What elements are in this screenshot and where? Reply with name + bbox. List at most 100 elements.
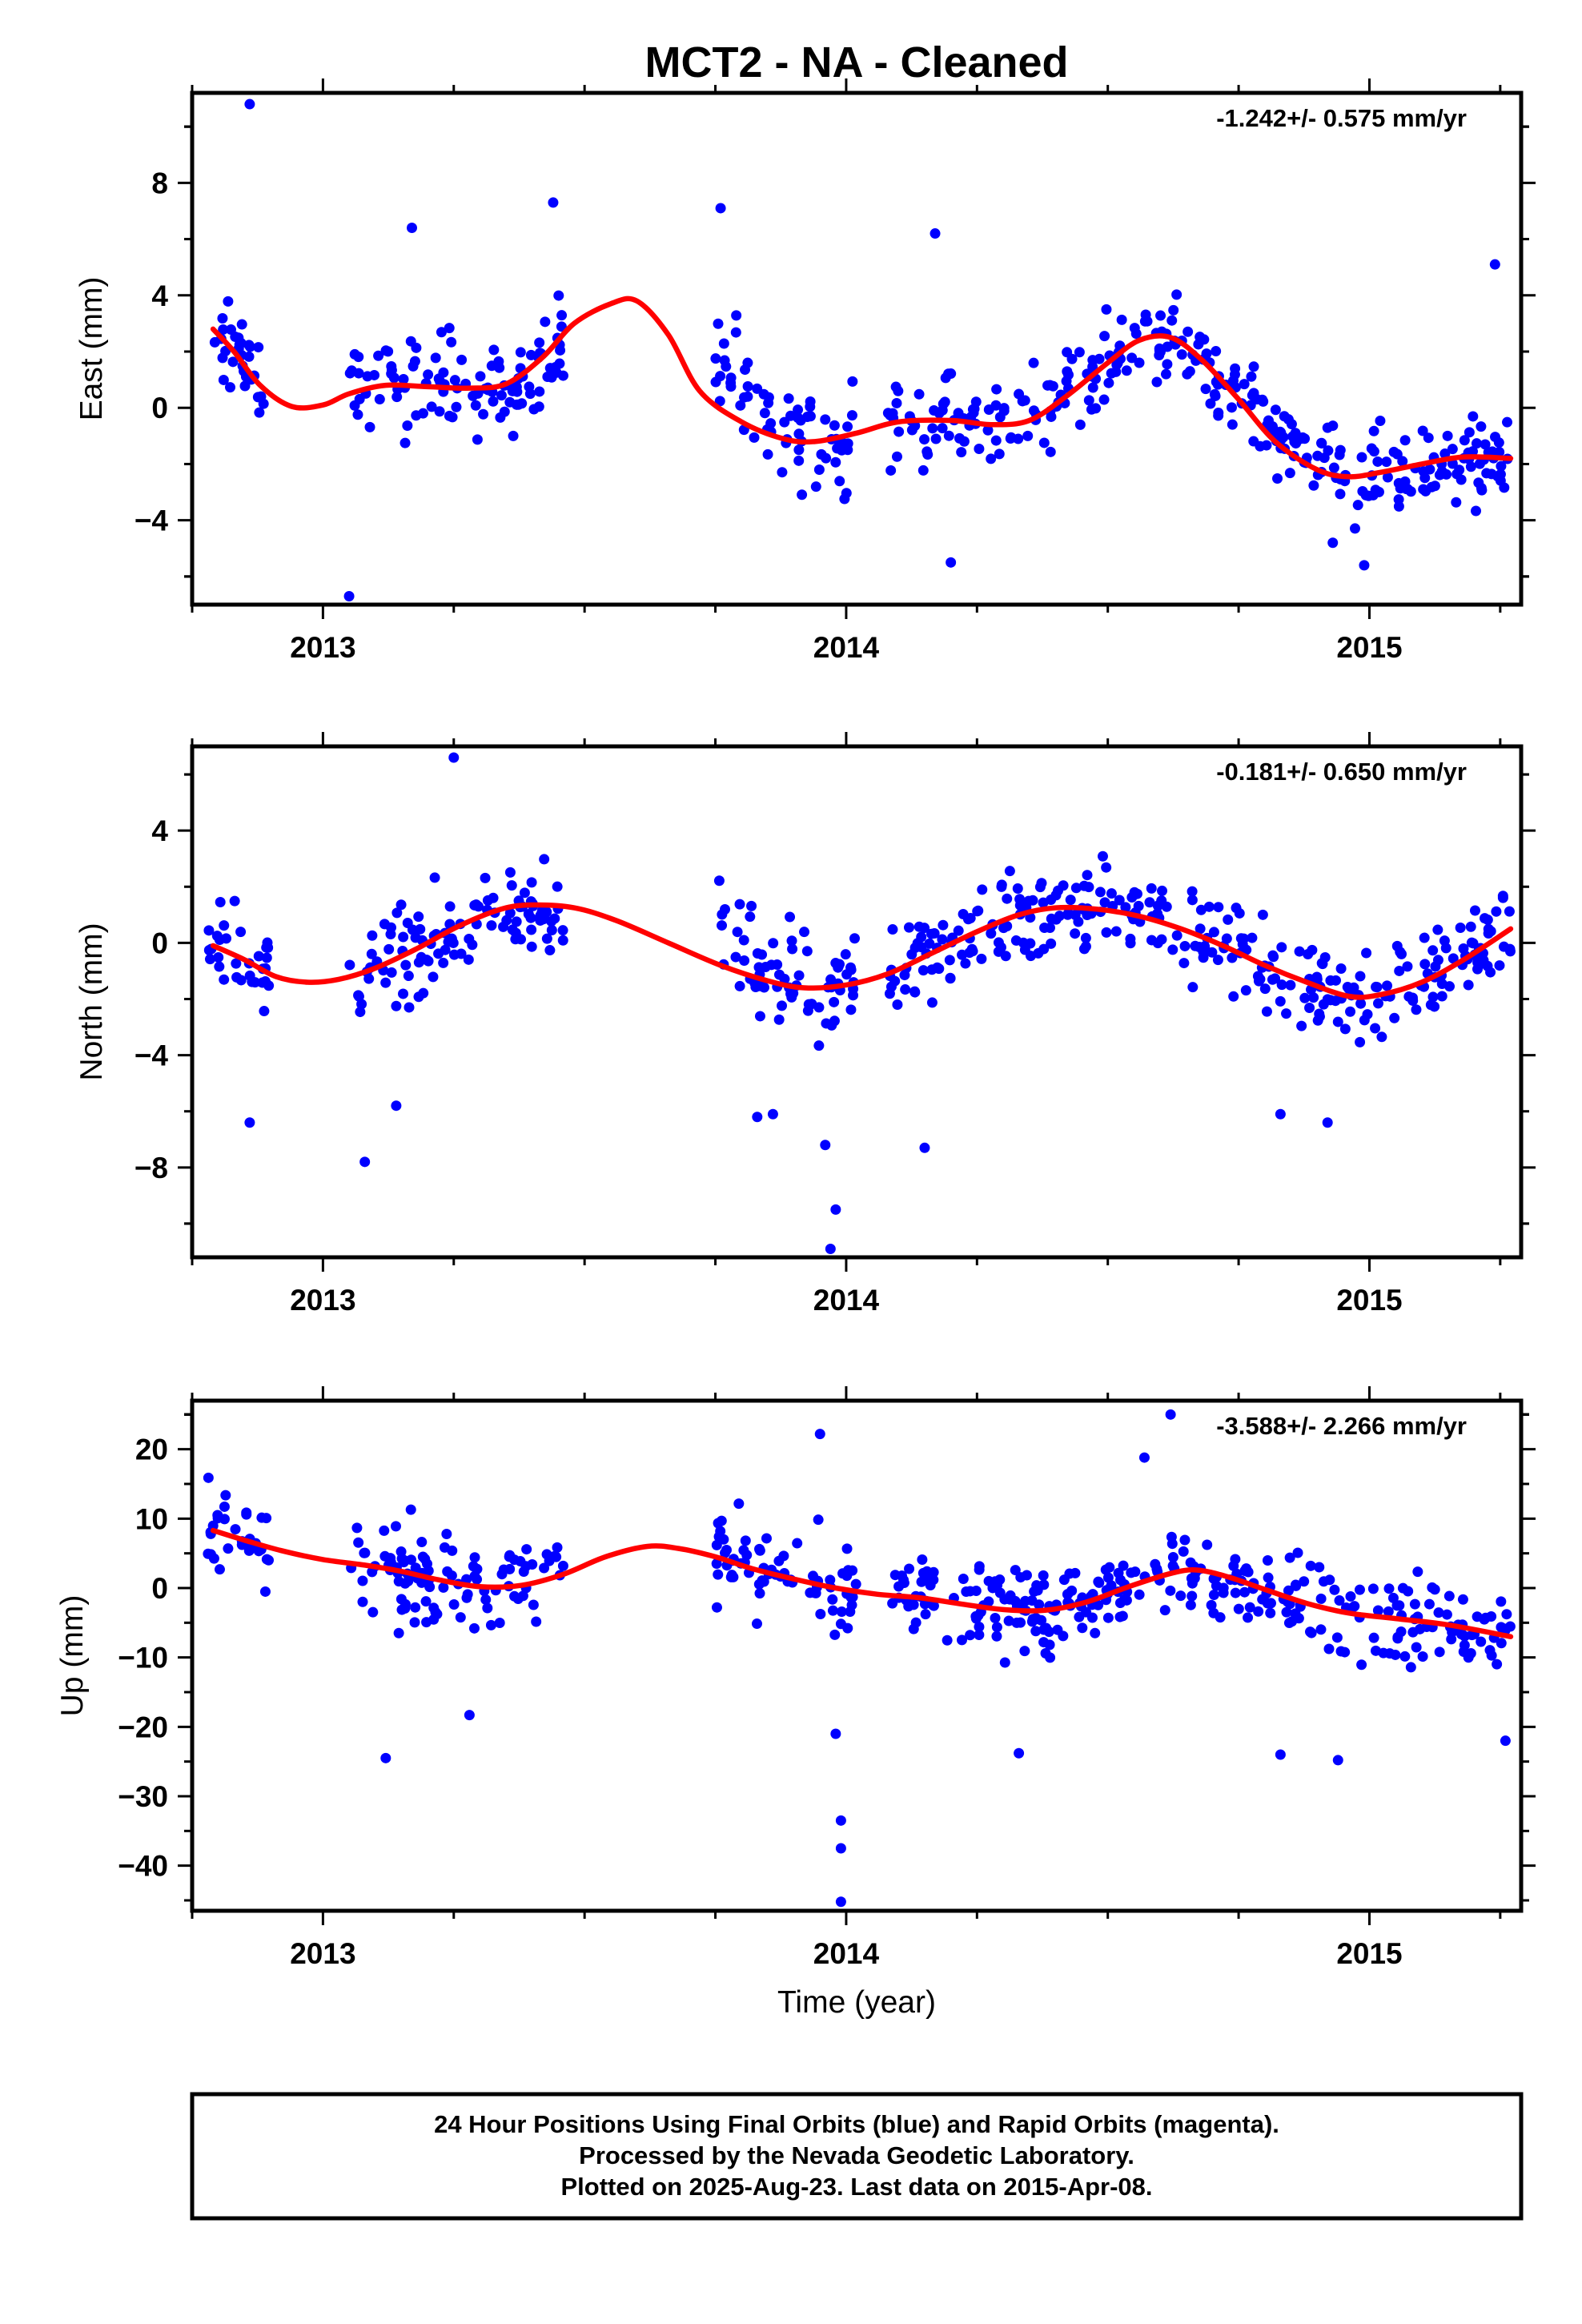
- data-point: [1101, 862, 1112, 873]
- data-point: [1121, 365, 1132, 376]
- data-point: [352, 409, 363, 420]
- data-point: [970, 1610, 982, 1622]
- data-point: [1452, 468, 1463, 480]
- data-point: [1019, 1646, 1030, 1657]
- data-point: [549, 913, 560, 924]
- data-point: [821, 452, 832, 464]
- data-layer: [203, 1409, 1516, 1908]
- data-point: [991, 384, 1002, 395]
- data-point: [428, 1602, 440, 1614]
- data-point: [1395, 1626, 1407, 1637]
- data-point: [380, 977, 391, 988]
- data-point: [468, 1622, 480, 1634]
- data-point: [757, 1575, 768, 1586]
- data-point: [710, 376, 721, 388]
- data-point: [1281, 1008, 1292, 1019]
- data-point: [1185, 1557, 1196, 1568]
- data-point: [813, 1002, 825, 1013]
- panel-0: 2013 2014 2015 −4 0 4 8 East (mm) -1.242+/- 0.57…: [74, 78, 1536, 664]
- data-point: [1038, 437, 1050, 448]
- data-point: [509, 1590, 520, 1602]
- y-axis-label: Up (mm): [55, 1595, 90, 1717]
- data-point: [214, 1564, 225, 1575]
- data-point: [1226, 402, 1237, 413]
- plot-frame: [190, 744, 1524, 1260]
- data-point: [1211, 346, 1222, 357]
- y-tick-label: 20: [135, 1433, 168, 1466]
- data-point: [1291, 438, 1302, 449]
- data-point: [444, 410, 455, 421]
- data-point: [730, 951, 741, 963]
- data-point: [1179, 940, 1191, 951]
- data-point: [1429, 1001, 1440, 1012]
- data-point: [405, 1504, 416, 1515]
- data-point: [777, 467, 788, 478]
- data-point: [390, 1521, 401, 1532]
- data-point: [846, 410, 857, 421]
- data-point: [1243, 1612, 1254, 1623]
- data-point: [746, 900, 757, 911]
- data-point: [1110, 926, 1122, 937]
- data-point: [956, 447, 967, 458]
- data-point: [1087, 382, 1098, 393]
- data-point: [928, 1566, 939, 1578]
- data-point: [846, 1599, 857, 1610]
- data-point: [717, 920, 728, 931]
- data-point: [1062, 366, 1073, 377]
- data-point: [944, 955, 955, 966]
- data-point: [1334, 1595, 1345, 1606]
- data-point: [1171, 289, 1182, 300]
- y-tick-label: 4: [151, 814, 168, 847]
- data-point: [236, 319, 247, 330]
- data-point: [1276, 942, 1287, 953]
- data-point: [721, 1544, 732, 1555]
- data-point-outlier: [1359, 560, 1370, 571]
- data-point: [813, 464, 825, 475]
- data-point: [787, 943, 798, 955]
- data-point: [239, 380, 251, 392]
- data-point-outlier: [380, 1752, 391, 1763]
- data-point: [1496, 1596, 1507, 1607]
- data-point: [1228, 1560, 1239, 1571]
- data-point: [456, 948, 467, 959]
- data-point: [504, 1563, 516, 1574]
- data-point: [1427, 991, 1439, 1003]
- data-point: [1161, 901, 1172, 912]
- data-point: [410, 932, 421, 943]
- data-point: [367, 1566, 378, 1578]
- footer-box: 24 Hour Positions Using Final Orbits (bl…: [190, 2092, 1524, 2221]
- data-point-outlier: [814, 1429, 825, 1440]
- data-point: [485, 1619, 496, 1630]
- data-point: [220, 1490, 231, 1501]
- data-point: [1080, 932, 1091, 943]
- data-point: [734, 899, 745, 910]
- data-point: [996, 879, 1007, 891]
- data-point: [1388, 446, 1399, 457]
- data-point: [1476, 485, 1488, 496]
- data-point: [718, 338, 729, 349]
- data-point: [927, 423, 938, 434]
- data-point: [1292, 1547, 1303, 1558]
- data-point: [539, 854, 550, 865]
- data-point: [1019, 395, 1030, 406]
- data-point: [511, 916, 522, 927]
- data-point: [508, 430, 519, 441]
- data-point: [945, 972, 956, 983]
- data-point: [552, 881, 563, 892]
- data-point: [1012, 883, 1023, 895]
- data-point: [1154, 343, 1165, 354]
- data-point: [1265, 1607, 1276, 1618]
- data-point: [913, 388, 925, 400]
- data-point: [841, 1543, 853, 1554]
- data-point: [1261, 440, 1272, 451]
- data-point: [455, 1612, 466, 1623]
- data-point: [711, 1558, 722, 1570]
- data-point: [1308, 992, 1319, 1003]
- footer-frame: [190, 2092, 1524, 2221]
- data-point: [1046, 938, 1057, 949]
- data-point: [259, 1586, 271, 1597]
- data-point: [740, 1535, 751, 1546]
- data-point: [892, 999, 903, 1010]
- data-point: [351, 1522, 363, 1534]
- data-point: [1397, 1582, 1408, 1594]
